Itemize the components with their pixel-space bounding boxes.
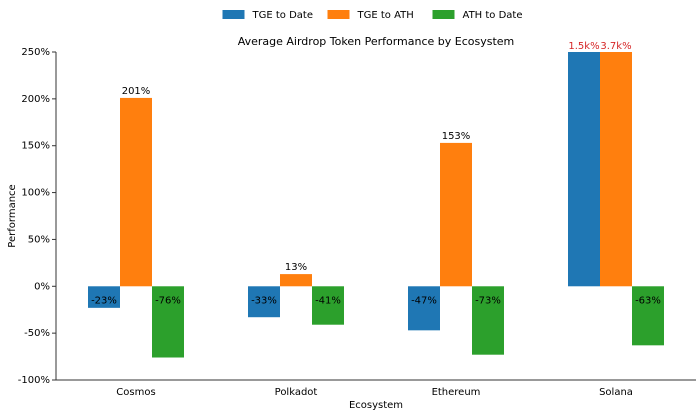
legend-swatch	[327, 10, 350, 19]
bar	[88, 286, 120, 308]
legend-swatch	[222, 10, 245, 19]
y-tick-label: 50%	[28, 234, 50, 245]
legend-label: TGE to ATH	[357, 10, 414, 21]
y-tick-label: 250%	[21, 47, 50, 58]
data-label: -47%	[411, 295, 437, 306]
data-label: 201%	[122, 86, 151, 97]
data-label: -76%	[155, 295, 181, 306]
y-tick-label: -50%	[24, 328, 50, 339]
data-label: -33%	[251, 295, 277, 306]
y-tick-label: 150%	[21, 141, 50, 152]
data-label: 153%	[442, 131, 471, 142]
data-label: 13%	[285, 262, 307, 273]
bar	[312, 286, 344, 325]
bar	[568, 52, 600, 287]
bar	[280, 274, 312, 287]
data-label: -41%	[315, 295, 341, 306]
bar	[408, 286, 440, 331]
y-tick-label: 0%	[34, 281, 50, 292]
data-label: -23%	[91, 295, 117, 306]
bar	[632, 286, 664, 346]
bar	[152, 286, 184, 358]
legend-label: ATH to Date	[463, 10, 523, 21]
bar	[600, 52, 632, 287]
legend-label: TGE to Date	[252, 10, 313, 21]
y-tick-label: -100%	[18, 375, 50, 386]
bar	[440, 142, 472, 287]
bar	[120, 97, 152, 287]
data-label: 1.5k%	[568, 41, 599, 52]
x-tick-label: Ethereum	[432, 387, 481, 398]
x-axis-label: Ecosystem	[349, 400, 403, 411]
y-tick-label: 200%	[21, 94, 50, 105]
bar	[248, 286, 280, 318]
x-tick-label: Solana	[599, 387, 633, 398]
data-label: -73%	[475, 295, 501, 306]
x-tick-label: Polkadot	[275, 387, 318, 398]
data-label: 3.7k%	[600, 41, 631, 52]
y-tick-label: 100%	[21, 188, 50, 199]
legend-swatch	[432, 10, 455, 19]
y-axis-label: Performance	[7, 184, 18, 247]
plot-area	[88, 52, 664, 358]
x-tick-label: Cosmos	[116, 387, 155, 398]
bar	[472, 286, 504, 355]
data-label: -63%	[635, 295, 661, 306]
chart-title: Average Airdrop Token Performance by Eco…	[238, 35, 515, 48]
